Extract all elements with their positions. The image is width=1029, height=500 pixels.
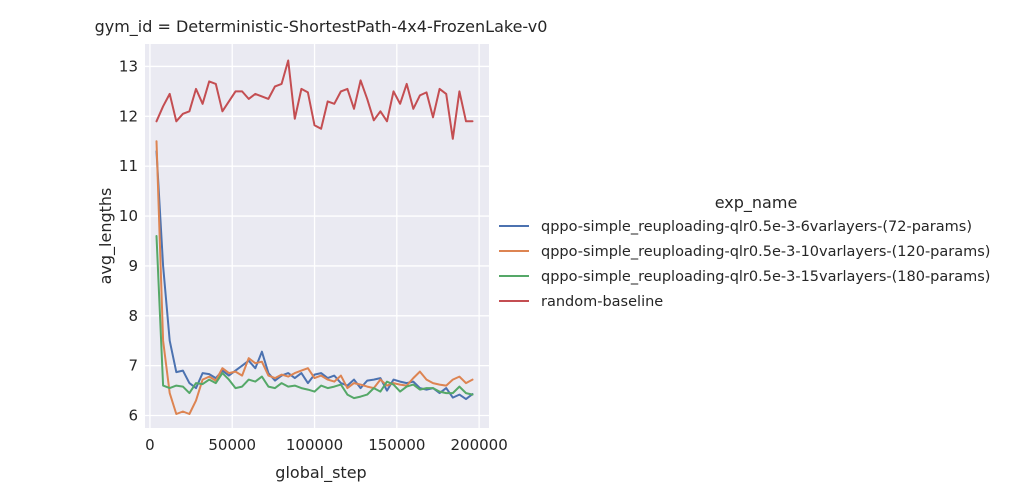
y-tick-label: 13 [119, 57, 138, 75]
y-tick-label: 8 [128, 307, 138, 325]
grid-lines [145, 44, 489, 428]
chart-title: gym_id = Deterministic-ShortestPath-4x4-… [95, 17, 548, 37]
legend-label: random-baseline [541, 294, 663, 310]
legend-label: qppo-simple_reuploading-qlr0.5e-3-10varl… [541, 244, 990, 260]
y-tick-labels: 6 7 8 9 10 11 12 13 [119, 57, 138, 424]
y-tick-label: 10 [119, 207, 138, 225]
series-line-3 [155, 235, 474, 400]
legend-items: qppo-simple_reuploading-qlr0.5e-3-6varla… [499, 219, 990, 310]
legend-title: exp_name [715, 193, 798, 213]
legend-label: qppo-simple_reuploading-qlr0.5e-3-6varla… [541, 219, 972, 235]
y-tick-label: 9 [128, 257, 138, 275]
x-tick-label: 0 [145, 436, 155, 454]
legend: exp_name qppo-simple_reuploading-qlr0.5e… [499, 193, 990, 310]
y-tick-label: 6 [128, 407, 138, 425]
series-line-2 [155, 140, 474, 415]
x-axis-title: global_step [275, 463, 366, 483]
x-tick-label: 200000 [450, 436, 507, 454]
plot-background [145, 44, 489, 428]
x-tick-labels: 0 50000 100000 150000 200000 [145, 436, 508, 454]
y-tick-label: 7 [128, 357, 138, 375]
x-tick-label: 50000 [208, 436, 256, 454]
x-tick-label: 100000 [286, 436, 343, 454]
series-line-1 [155, 150, 474, 401]
y-axis-title: avg_lengths [96, 188, 116, 285]
x-tick-label: 150000 [368, 436, 425, 454]
series-lines [155, 59, 474, 415]
legend-label: qppo-simple_reuploading-qlr0.5e-3-15varl… [541, 269, 990, 285]
y-tick-label: 11 [119, 157, 138, 175]
series-line-4 [155, 59, 474, 140]
y-tick-label: 12 [119, 107, 138, 125]
